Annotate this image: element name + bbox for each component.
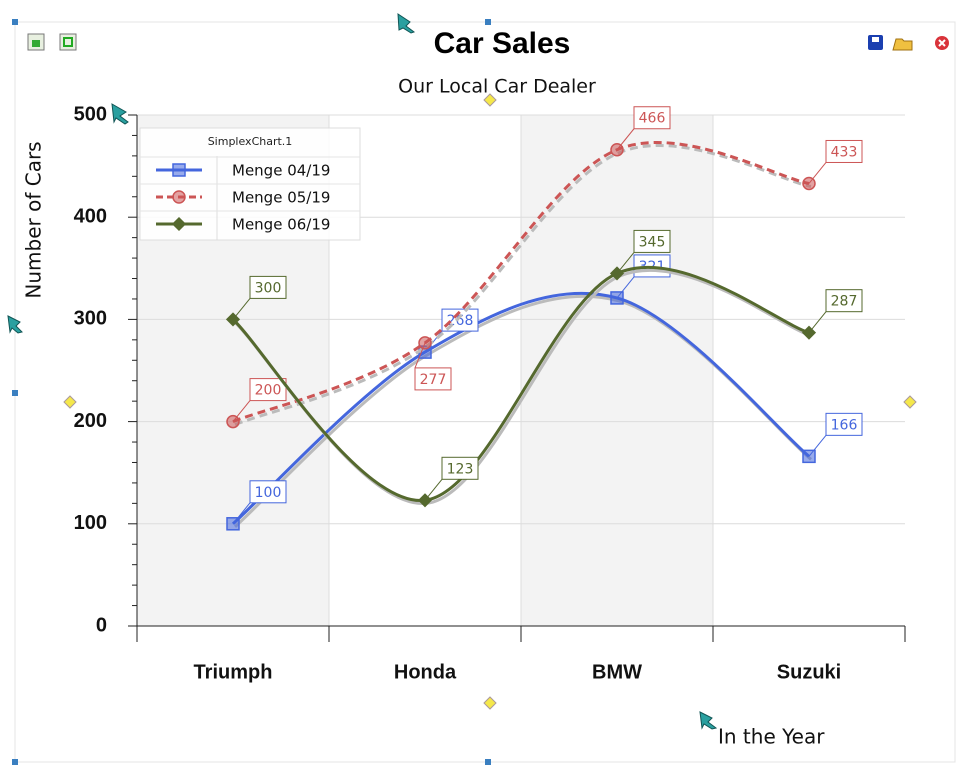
line [231,266,810,502]
pin[interactable] [699,711,718,730]
handle[interactable] [12,390,18,396]
pin[interactable] [397,13,416,34]
label-box [414,367,452,391]
data-label: 433 [831,144,858,160]
y-axis-label: Number of Cars [22,141,46,298]
data-label: 466 [639,111,666,127]
line [231,291,810,525]
icon-glyph [32,40,40,47]
label-leader [616,128,635,151]
anchor[interactable] [903,395,917,409]
label-box [633,106,671,130]
label-leader [414,342,426,369]
label-box [441,456,479,480]
y-tick-label: 100 [74,512,107,534]
marker [172,190,186,204]
label-leader [616,276,635,299]
anchor[interactable] [63,395,77,409]
label-box [633,229,671,253]
x-tick-label: Honda [394,661,457,683]
label-box [249,275,287,299]
legend-label: Menge 04/19 [232,162,330,180]
y-tick-label: 200 [74,410,107,432]
label-leader [616,252,635,274]
anchor[interactable] [483,93,497,107]
label-leader [808,311,827,334]
y-tick-label: 0 [96,614,107,636]
series: 200 277 466 433 [226,106,863,429]
icon-button[interactable] [59,33,77,51]
label-box [249,378,287,402]
data-label: 166 [831,417,858,433]
data-label: 287 [831,294,858,310]
x-tick-label: Suzuki [777,661,841,683]
pin[interactable] [7,315,23,334]
icon-glyph [872,37,879,42]
pin[interactable] [111,103,129,125]
chart-subtitle: Our Local Car Dealer [398,76,596,98]
label-leader [808,162,827,184]
handle[interactable] [12,759,18,765]
label-box [249,480,287,504]
line-shadow [234,144,812,426]
legend-label: Menge 06/19 [232,216,330,234]
marker [172,163,186,177]
data-label: 100 [255,485,282,501]
data-label: 200 [255,383,282,399]
data-label: 277 [420,372,447,388]
marker [171,216,187,232]
label-leader [424,478,443,501]
y-tick-label: 400 [74,205,107,227]
data-label: 345 [639,234,666,250]
label-leader [232,400,251,422]
handle[interactable] [12,19,18,25]
x-tick-label: Triumph [194,661,273,683]
data-label: 123 [447,461,474,477]
label-box [825,139,863,163]
anchor[interactable] [483,696,497,710]
legend-title: SimplexChart.1 [208,135,293,148]
open-icon[interactable] [892,38,913,51]
series: 300 123 345 287 [225,229,863,508]
label-leader [808,435,827,457]
handle[interactable] [485,19,491,25]
x-tick-label: BMW [592,661,642,683]
icon-glyph [938,39,946,47]
save-icon[interactable] [868,35,883,50]
x-axis-label: In the Year [718,725,825,749]
icon-glyph [63,37,73,47]
y-tick-label: 500 [74,103,107,125]
label-box [825,289,863,313]
label-leader [232,502,251,525]
chart-title: Car Sales [434,27,571,60]
label-leader [232,298,251,320]
handle[interactable] [485,759,491,765]
data-label: 300 [255,280,282,296]
line [232,141,810,423]
legend-label: Menge 05/19 [232,189,330,207]
legend: SimplexChart.1 Menge 04/19 Menge 05/19 Meng… [139,127,361,241]
label-box [825,412,863,436]
band-shade [521,115,713,626]
y-tick-label: 300 [74,308,107,330]
